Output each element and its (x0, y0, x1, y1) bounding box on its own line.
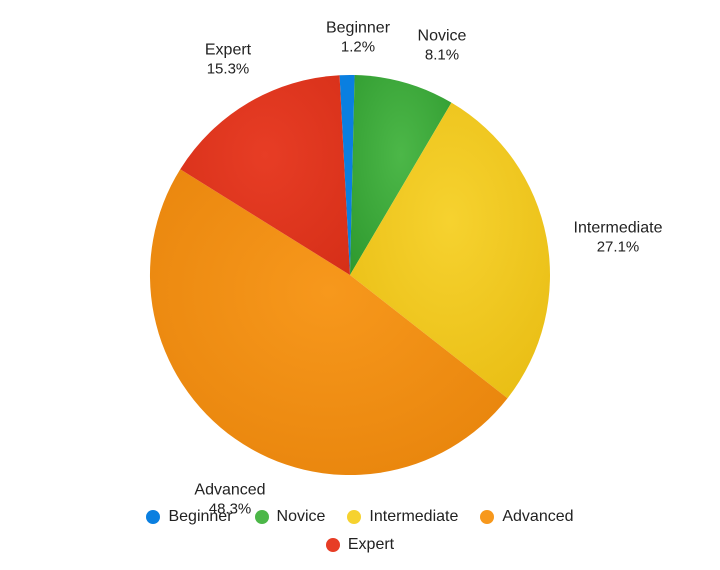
legend-item-intermediate: Intermediate (347, 508, 458, 526)
pie-slices (150, 75, 550, 475)
legend-item-advanced: Advanced (480, 508, 573, 526)
legend-swatch-advanced (480, 510, 494, 524)
legend-item-novice: Novice (255, 508, 326, 526)
legend: Beginner Novice Intermediate Advanced Expert (130, 508, 590, 554)
skill-level-pie-chart: Beginner1.2%Novice8.1%Intermediate27.1%A… (0, 0, 720, 570)
legend-item-expert: Expert (326, 536, 394, 554)
legend-label-novice: Novice (277, 508, 326, 526)
label-intermediate: Intermediate27.1% (574, 219, 663, 258)
legend-swatch-beginner (146, 510, 160, 524)
legend-label-intermediate: Intermediate (369, 508, 458, 526)
pie-svg (0, 0, 720, 570)
label-expert-name: Expert (205, 41, 251, 61)
legend-label-beginner: Beginner (168, 508, 232, 526)
label-novice-name: Novice (418, 27, 467, 47)
label-beginner-name: Beginner (326, 19, 390, 39)
legend-label-expert: Expert (348, 536, 394, 554)
label-novice: Novice8.1% (418, 27, 467, 66)
legend-swatch-expert (326, 538, 340, 552)
label-beginner: Beginner1.2% (326, 19, 390, 58)
label-intermediate-pct: 27.1% (574, 239, 663, 258)
label-novice-pct: 8.1% (418, 47, 467, 66)
legend-label-advanced: Advanced (502, 508, 573, 526)
legend-swatch-intermediate (347, 510, 361, 524)
legend-item-beginner: Beginner (146, 508, 232, 526)
legend-swatch-novice (255, 510, 269, 524)
label-expert-pct: 15.3% (205, 61, 251, 80)
label-intermediate-name: Intermediate (574, 219, 663, 239)
label-advanced-name: Advanced (194, 481, 265, 501)
label-beginner-pct: 1.2% (326, 39, 390, 58)
label-expert: Expert15.3% (205, 41, 251, 80)
